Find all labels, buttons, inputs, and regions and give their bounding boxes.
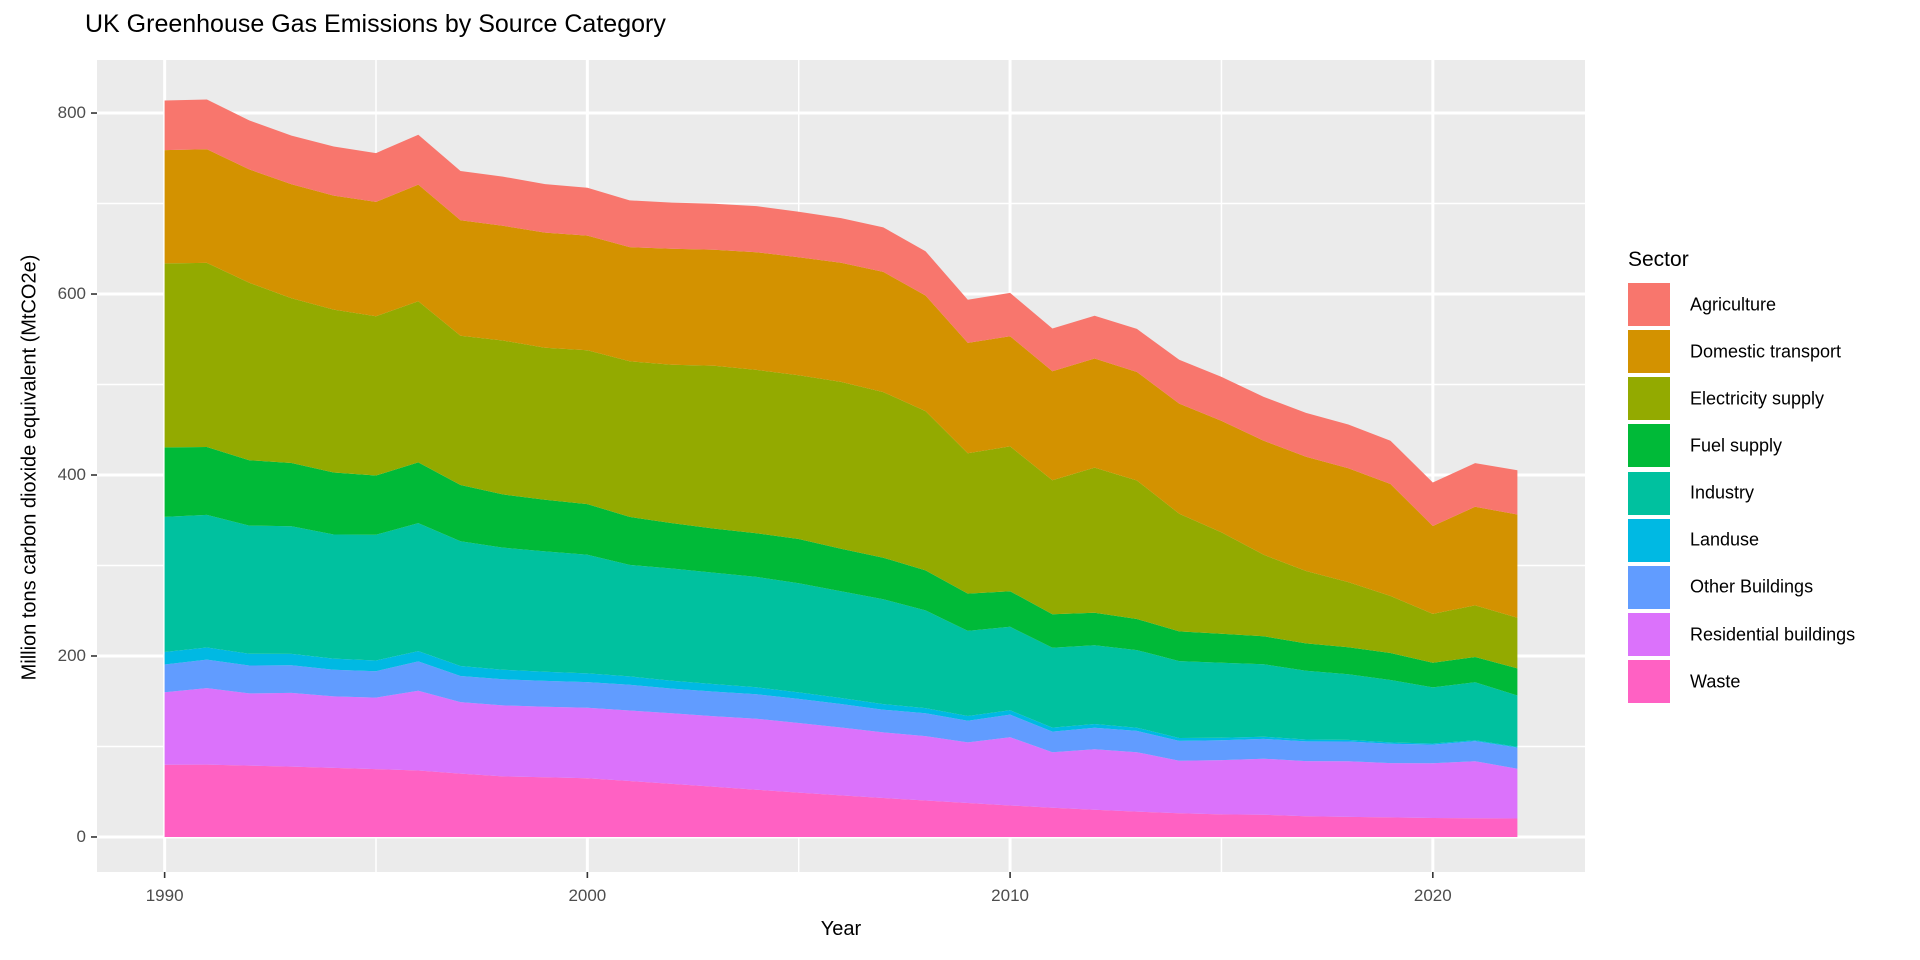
stacked-areas bbox=[164, 99, 1518, 837]
y-tick-label: 200 bbox=[57, 645, 86, 665]
y-tick-label: 800 bbox=[57, 103, 86, 123]
legend-swatch bbox=[1628, 660, 1670, 704]
x-axis-title: Year bbox=[820, 918, 862, 940]
x-tick-label: 2020 bbox=[1413, 886, 1452, 905]
legend-swatch bbox=[1628, 283, 1670, 326]
legend-swatch bbox=[1628, 613, 1670, 657]
area-fuel-supply bbox=[164, 447, 1518, 696]
area-domestic-transport bbox=[164, 149, 1518, 618]
area-agriculture bbox=[164, 99, 1518, 526]
legend-swatch bbox=[1628, 471, 1670, 515]
x-tick-label: 2010 bbox=[991, 886, 1029, 905]
legend-swatch bbox=[1628, 424, 1670, 468]
legend-swatch bbox=[1628, 330, 1670, 374]
area-other-buildings bbox=[164, 659, 1518, 769]
legend-swatch bbox=[1628, 565, 1670, 609]
area-industry bbox=[164, 514, 1518, 747]
legend-label: Landuse bbox=[1690, 529, 1760, 550]
legend-label: Residential buildings bbox=[1690, 624, 1856, 645]
x-tick-label: 2000 bbox=[568, 886, 607, 905]
x-tick-label: 1990 bbox=[145, 886, 184, 905]
area-residential-buildings bbox=[164, 688, 1518, 819]
area-waste bbox=[164, 764, 1518, 837]
y-tick-label: 600 bbox=[57, 284, 86, 304]
y-tick-label: 400 bbox=[57, 465, 86, 484]
legend-label: Waste bbox=[1690, 671, 1741, 692]
area-landuse bbox=[164, 647, 1518, 748]
legend-title: Sector bbox=[1628, 248, 1689, 271]
legend-label: Other Buildings bbox=[1690, 576, 1814, 597]
legend-label: Industry bbox=[1690, 482, 1755, 503]
y-tick-label: 0 bbox=[76, 826, 86, 846]
axis-tick-marks bbox=[91, 112, 1434, 878]
legend-label: Electricity supply bbox=[1690, 388, 1825, 409]
legend-label: Agriculture bbox=[1690, 294, 1777, 314]
legend-swatch bbox=[1628, 518, 1670, 562]
area-electricity-supply bbox=[164, 262, 1518, 669]
chart-title: UK Greenhouse Gas Emissions by Source Ca… bbox=[85, 10, 666, 38]
legend-swatch bbox=[1628, 377, 1670, 421]
legend-label: Fuel supply bbox=[1690, 435, 1783, 456]
legend-label: Domestic transport bbox=[1690, 341, 1842, 362]
